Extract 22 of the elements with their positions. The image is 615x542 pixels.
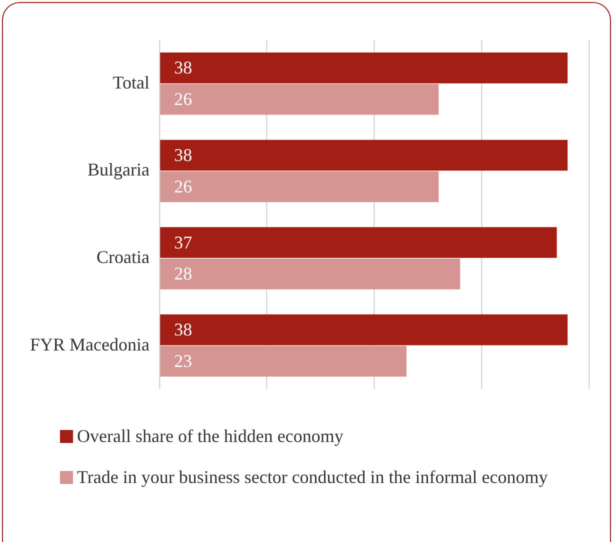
data-label: 38 — [174, 144, 192, 165]
data-label: 26 — [174, 89, 192, 110]
legend-label: Overall share of the hidden economy — [77, 425, 344, 448]
data-label: 23 — [174, 351, 192, 371]
data-label: 28 — [174, 264, 192, 284]
bar — [160, 84, 439, 115]
data-label: 26 — [174, 176, 192, 196]
data-label: 38 — [174, 58, 192, 78]
data-label: 37 — [174, 232, 192, 252]
bar — [160, 314, 568, 346]
y-tick-label: Total — [112, 72, 150, 92]
y-tick-label: FYR Macedonia — [30, 334, 150, 354]
bar — [160, 171, 439, 202]
data-label: 38 — [174, 320, 192, 340]
bar — [160, 52, 568, 84]
bar — [160, 140, 568, 171]
bar — [160, 258, 460, 290]
bar — [160, 227, 557, 258]
legend-label: Trade in your business sector conducted in the informal economy — [77, 466, 548, 489]
y-tick-label: Bulgaria — [87, 160, 150, 180]
y-tick-label: Croatia — [96, 246, 150, 267]
bar — [160, 346, 406, 377]
